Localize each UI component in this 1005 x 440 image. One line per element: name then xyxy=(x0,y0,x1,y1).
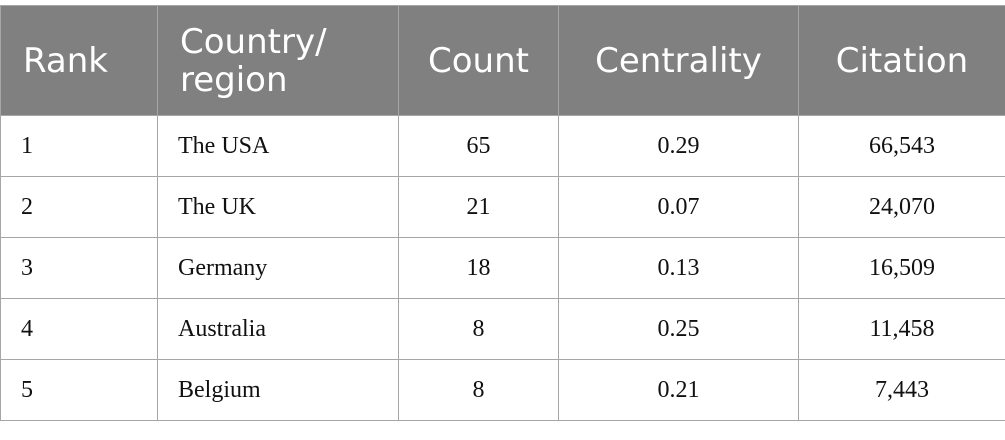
table-cell: 0.07 xyxy=(558,176,799,238)
table-cell: 21 xyxy=(398,176,559,238)
table-cell: 0.25 xyxy=(558,298,799,360)
table-cell: 1 xyxy=(0,115,158,177)
header-cell: Rank xyxy=(0,5,158,116)
table-row: 1 The USA 65 0.29 66,543 xyxy=(0,115,1005,177)
table-row: 4 Australia 8 0.25 11,458 xyxy=(0,298,1005,360)
table-cell: 66,543 xyxy=(798,115,1005,177)
table-cell: The UK xyxy=(157,176,399,238)
table-cell: 16,509 xyxy=(798,237,1005,299)
table-cell: 0.21 xyxy=(558,359,799,421)
table-cell: 0.13 xyxy=(558,237,799,299)
table-body: 1 The USA 65 0.29 66,543 2 The UK 21 0.07 24,070 3… xyxy=(0,115,1005,421)
table-row: 3 Germany 18 0.13 16,509 xyxy=(0,237,1005,299)
header-cell: Centrality xyxy=(558,5,799,116)
header-cell: Citation xyxy=(798,5,1005,116)
data-table: Rank Country/ region Count Centrality Citati… xyxy=(0,5,1005,421)
table-cell: 5 xyxy=(0,359,158,421)
table-cell: 7,443 xyxy=(798,359,1005,421)
table-cell: Belgium xyxy=(157,359,399,421)
table-cell: 18 xyxy=(398,237,559,299)
table-cell: 2 xyxy=(0,176,158,238)
table-cell: 0.29 xyxy=(558,115,799,177)
header-cell: Country/ region xyxy=(157,5,399,116)
table-cell: Australia xyxy=(157,298,399,360)
table-cell: 65 xyxy=(398,115,559,177)
table-cell: 4 xyxy=(0,298,158,360)
table-cell: Germany xyxy=(157,237,399,299)
table-cell: 8 xyxy=(398,298,559,360)
table-cell: 3 xyxy=(0,237,158,299)
table-cell: 8 xyxy=(398,359,559,421)
table-row: 2 The UK 21 0.07 24,070 xyxy=(0,176,1005,238)
table-head: Rank Country/ region Count Centrality Citati… xyxy=(0,5,1005,116)
table-cell: The USA xyxy=(157,115,399,177)
table-cell: 11,458 xyxy=(798,298,1005,360)
table-row: 5 Belgium 8 0.21 7,443 xyxy=(0,359,1005,421)
table-cell: 24,070 xyxy=(798,176,1005,238)
header-row: Rank Country/ region Count Centrality Citati… xyxy=(0,5,1005,116)
header-cell: Count xyxy=(398,5,559,116)
